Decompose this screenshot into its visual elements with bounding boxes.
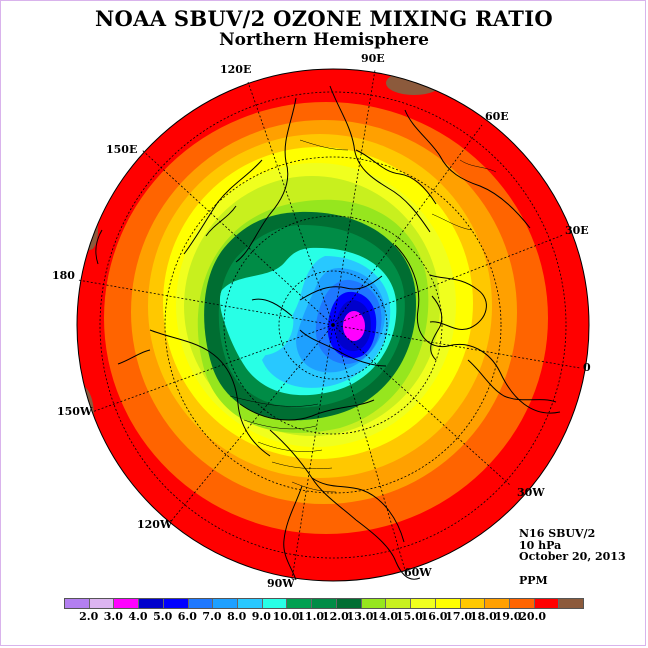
land-borders	[229, 139, 497, 493]
colorbar-swatch	[386, 599, 412, 608]
colorbar-tick-label: 20.0	[519, 610, 547, 623]
colorbar-swatch	[485, 599, 510, 608]
lon-label-60w: 60W	[404, 566, 432, 579]
lon-label-0: 0	[583, 361, 591, 374]
instrument-label: N16 SBUV/2	[519, 527, 596, 540]
map-subtitle: Northern Hemisphere	[219, 30, 429, 50]
colorbar-ticks: 2.0 3.0 4.0 5.0 6.0 7.0 8.0 9.0 10.0 11.0 12.0 13.0…	[0, 610, 648, 624]
lon-label-30e: 30E	[565, 224, 589, 237]
lon-label-180: 180	[52, 269, 75, 282]
band-20-cap-east	[386, 71, 442, 95]
band-9-island	[219, 282, 294, 356]
colorbar-swatch	[559, 599, 584, 608]
lon-label-150e: 150E	[106, 143, 138, 156]
lon-label-90w: 90W	[267, 577, 295, 590]
map-title: NOAA SBUV/2 OZONE MIXING RATIO	[95, 6, 553, 31]
units-label: PPM	[519, 574, 548, 587]
colorbar-swatch	[435, 599, 461, 608]
map-boundary	[76, 68, 590, 582]
colorbar-swatch	[89, 599, 115, 608]
lon-label-60e: 60E	[485, 110, 509, 123]
colorbar-swatch	[460, 599, 486, 608]
coastlines	[95, 85, 561, 581]
date-label: October 20, 2013	[519, 550, 626, 563]
graticule	[77, 69, 581, 580]
colorbar-swatch	[139, 599, 164, 608]
lon-label-120e: 120E	[220, 63, 252, 76]
colorbar-tick-label: 16.0	[420, 610, 448, 623]
colorbar-tick-label: 3.0	[103, 610, 123, 623]
colorbar-swatch	[65, 599, 90, 608]
colorbar-tick-label: 4.0	[128, 610, 148, 623]
colorbar-swatch	[213, 599, 239, 608]
colorbar-swatch	[287, 599, 313, 608]
colorbar-tick-label: 13.0	[346, 610, 374, 623]
colorbar-swatch	[188, 599, 214, 608]
colorbar-tick-label: 18.0	[469, 610, 497, 623]
colorbar-tick-label: 10.0	[272, 610, 300, 623]
lon-label-150w: 150W	[57, 405, 93, 418]
colorbar-tick-label: 11.0	[297, 610, 325, 623]
pressure-level: 10 hPa	[519, 539, 562, 552]
colorbar-swatch	[312, 599, 337, 608]
colorbar-swatch	[411, 599, 436, 608]
lon-label-120w: 120W	[137, 518, 173, 531]
colorbar-tick-label: 9.0	[251, 610, 271, 623]
ozone-contours	[77, 69, 589, 581]
colorbar-swatch	[336, 599, 362, 608]
band-3	[343, 311, 365, 341]
colorbar-tick-label: 7.0	[202, 610, 222, 623]
colorbar-tick-label: 6.0	[177, 610, 197, 623]
colorbar-swatch	[262, 599, 288, 608]
colorbar-swatch	[163, 599, 189, 608]
colorbar	[64, 598, 584, 609]
colorbar-swatch	[114, 599, 140, 608]
colorbar-tick-label: 14.0	[371, 610, 399, 623]
colorbar-swatch	[361, 599, 387, 608]
lon-label-30w: 30W	[517, 486, 545, 499]
colorbar-swatch	[238, 599, 263, 608]
colorbar-tick-label: 2.0	[79, 610, 99, 623]
colorbar-swatch	[534, 599, 560, 608]
colorbar-tick-label: 8.0	[227, 610, 247, 623]
colorbar-tick-label: 19.0	[494, 610, 522, 623]
lon-label-90e: 90E	[361, 52, 385, 65]
colorbar-tick-label: 12.0	[321, 610, 349, 623]
colorbar-tick-label: 15.0	[395, 610, 423, 623]
colorbar-tick-label: 17.0	[445, 610, 473, 623]
colorbar-tick-label: 5.0	[153, 610, 173, 623]
colorbar-swatch	[509, 599, 535, 608]
